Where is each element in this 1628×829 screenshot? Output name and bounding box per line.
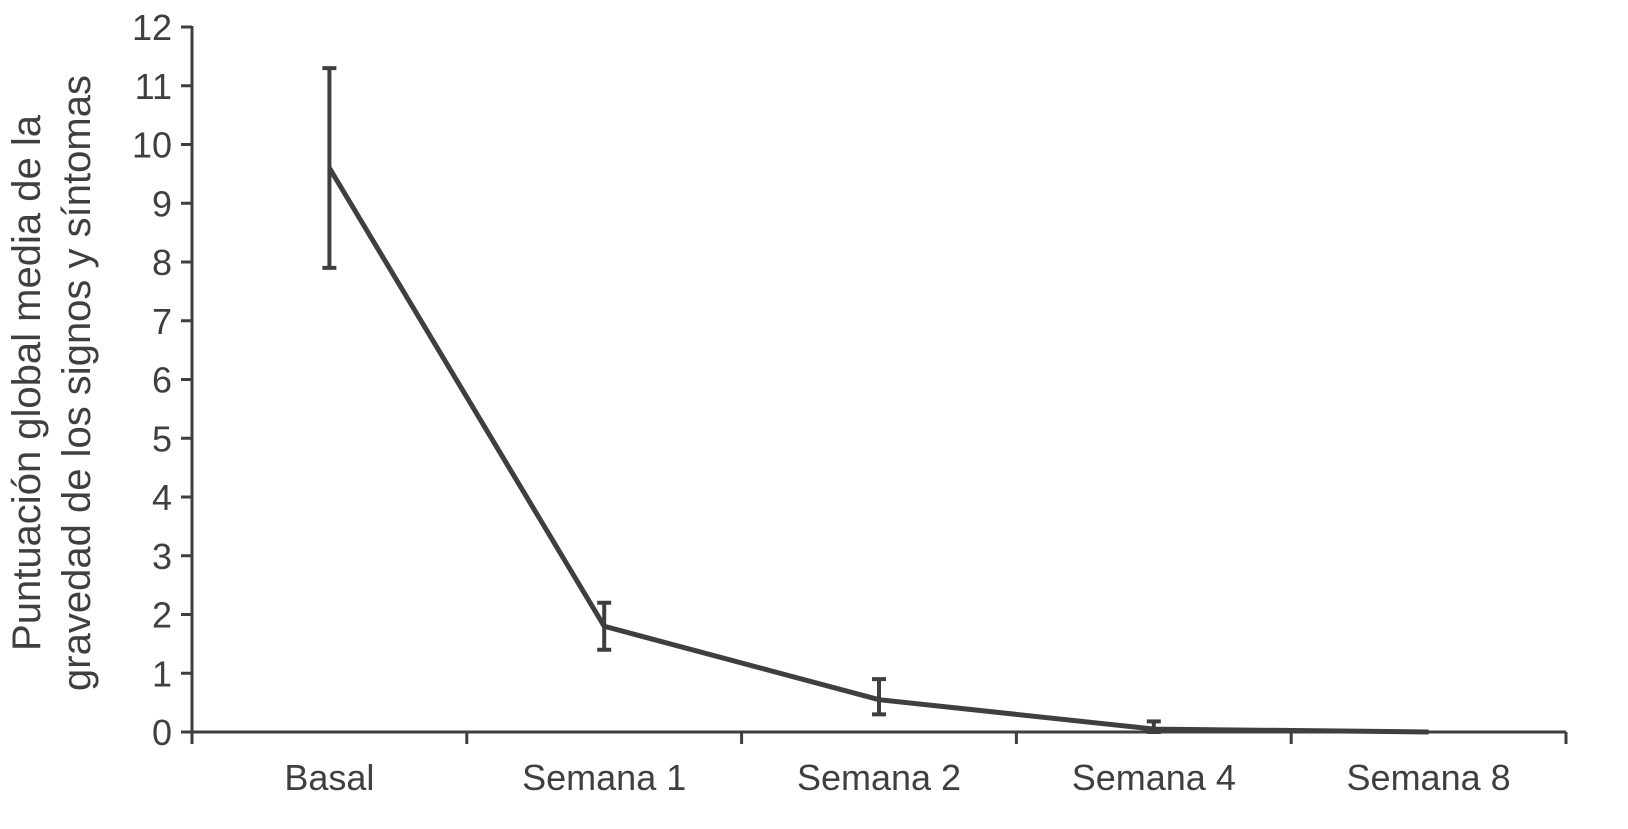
y-tick-label: 1 [152,653,172,694]
y-tick-label: 12 [132,7,172,48]
axes [190,26,1566,734]
x-tick-label: Semana 1 [522,757,686,798]
x-tick-label: Semana 4 [1072,757,1236,798]
series-line [327,166,1429,735]
error-bar [872,677,886,717]
y-tick-label: 9 [152,183,172,224]
y-tick-label: 7 [152,301,172,342]
error-bar [597,600,612,652]
x-ticks: Basal Semana 1 Semana 2 Semana 4 Semana 8 [190,732,1568,798]
y-axis-title-line-2: gravedad de los signos y síntomas [55,75,99,691]
x-tick-label: Semana 8 [1347,757,1511,798]
y-tick-label: 6 [152,360,172,401]
x-tick-label: Semana 2 [797,757,961,798]
y-tick-label: 2 [152,595,172,636]
x-tick-label: Basal [284,757,374,798]
y-tick-label: 0 [152,712,172,753]
error-bar [1146,719,1161,734]
y-tick-label: 8 [152,242,172,283]
series-group [322,66,1429,735]
y-tick-label: 5 [152,418,172,459]
y-tick-label: 4 [152,477,172,518]
y-axis-title: Puntuación global media de la gravedad d… [5,75,99,691]
error-bar [322,66,337,270]
y-axis-title-line-1: Puntuación global media de la [5,114,49,651]
y-tick-label: 11 [135,66,172,107]
y-tick-label: 3 [152,536,172,577]
y-tick-label: 10 [132,125,172,166]
